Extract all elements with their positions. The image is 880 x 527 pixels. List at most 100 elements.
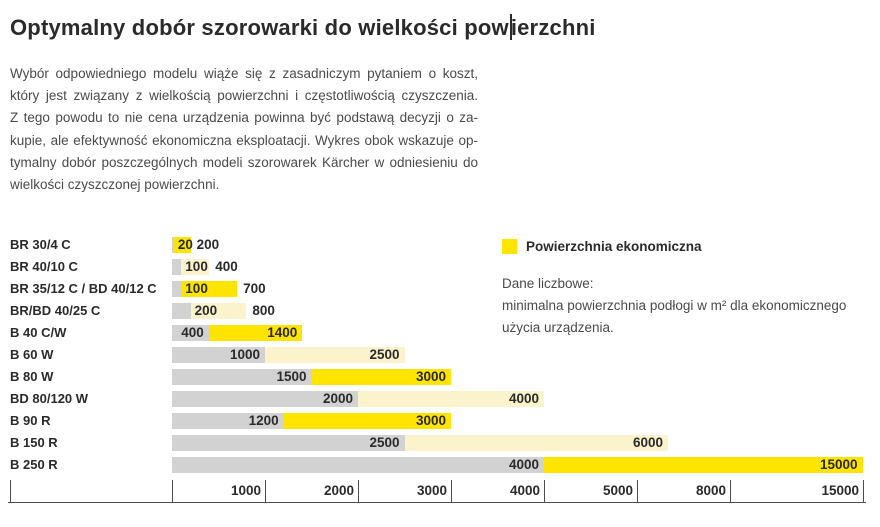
bar-segment-minimum: [172, 303, 191, 319]
bar-segment-economic: [173, 237, 191, 253]
axis-tick-label: 2000: [323, 483, 354, 498]
bar-max-value-label: 4000: [509, 391, 540, 406]
chart-row: BR 35/12 C / BD 40/12 C 100 700: [0, 281, 880, 297]
bar-segment-minimum: [172, 259, 182, 275]
chart-row: B 60 W 1000 2500: [0, 347, 880, 363]
bar-segment-minimum: [172, 391, 358, 407]
axis-tick: [637, 480, 638, 502]
bar-segment-economic: [209, 325, 303, 341]
bar-max-value-label: 3000: [416, 369, 447, 384]
bar-segment-minimum: [172, 281, 182, 297]
axis-tick-label: 5000: [602, 483, 633, 498]
bar-segment-economic: [181, 281, 238, 297]
bar-segment-minimum: [172, 325, 210, 341]
bar-max-value-label: 1400: [267, 325, 298, 340]
intro-paragraph: Wybór odpowiedniego modelu wiąże się z z…: [10, 63, 478, 196]
axis-tick-label: 1000: [230, 483, 261, 498]
bar-min-value-label: 4000: [509, 457, 540, 472]
bar-segment-minimum: [172, 237, 174, 253]
axis-tick: [265, 480, 266, 502]
bar-max-value-label: 400: [215, 259, 238, 274]
axis-tick: [358, 480, 359, 502]
legend-color-swatch: [502, 239, 517, 254]
axis-tick: [451, 480, 452, 502]
model-label: B 60 W: [10, 347, 54, 362]
model-label: BR 35/12 C / BD 40/12 C: [10, 281, 157, 296]
model-label: B 150 R: [10, 435, 58, 450]
chart-row: B 250 R 4000 15000: [0, 457, 880, 473]
note-line: użycia urządzenia.: [502, 320, 614, 335]
axis-tick: [730, 480, 731, 502]
bar-max-value-label: 15000: [820, 457, 858, 472]
bar-segment-minimum: [172, 369, 312, 385]
intro-line: który jest związany z wielkością powierz…: [10, 88, 478, 104]
axis-tick-label: 3000: [416, 483, 447, 498]
bar-chart-plot-area: BR 30/4 C 20 200 BR 40/10 C 100 400 BR 35/12 C…: [0, 237, 880, 477]
axis-tick-label: 8000: [695, 483, 726, 498]
bar-segment-minimum: [172, 347, 265, 363]
bar-max-value-label: 800: [252, 303, 275, 318]
bar-max-value-label: 2500: [369, 347, 400, 362]
bar-min-value-label: 100: [185, 281, 208, 296]
bar-min-value-label: 1000: [230, 347, 261, 362]
intro-line: kupie, ale efektywność ekonomiczna ekspl…: [10, 132, 478, 148]
note-line: Dane liczbowe:: [502, 276, 594, 291]
model-label: BD 80/120 W: [10, 391, 89, 406]
chart-row: BR 40/10 C 100 400: [0, 259, 880, 275]
axis-tick-label: 4000: [509, 483, 540, 498]
bar-segment-economic: [358, 391, 544, 407]
note-line: minimalna powierzchnia podłogi w m² dla …: [502, 298, 847, 313]
model-label: B 90 R: [10, 413, 51, 428]
bar-segment-economic: [404, 435, 668, 451]
model-label: B 40 C/W: [10, 325, 67, 340]
axis-tick: [544, 480, 545, 502]
bar-max-value-label: 700: [243, 281, 266, 296]
legend-label: Powierzchnia ekonomiczna: [526, 239, 702, 254]
chart-legend: Powierzchnia ekonomiczna: [502, 239, 702, 254]
axis-tick: [172, 480, 173, 502]
page-title-text-after-cursor: ierzchni: [510, 15, 596, 40]
bar-segment-economic: [181, 259, 210, 275]
bar-min-value-label: 20: [177, 237, 193, 252]
page-title: Optymalny dobór szorowarki do wielkości …: [10, 13, 596, 43]
bar-min-value-label: 400: [181, 325, 204, 340]
x-axis: 1000 2000 3000 4000 5000 8000 15000: [0, 480, 880, 505]
bar-min-value-label: 2500: [369, 435, 400, 450]
bar-max-value-label: 200: [196, 237, 220, 252]
chart-note: Dane liczbowe: minimalna powierzchnia po…: [502, 273, 846, 339]
bar-segment-minimum: [172, 435, 405, 451]
model-label: BR 30/4 C: [10, 237, 71, 252]
intro-line: wielkości czyszczonej powierzchni.: [10, 176, 220, 192]
model-label: BR 40/10 C: [10, 259, 78, 274]
axis-tick: [863, 480, 864, 502]
intro-line: Wybór odpowiedniego modelu wiąże się z z…: [10, 66, 478, 81]
intro-line: Z tego powodu to nie cena urządzenia pow…: [10, 110, 478, 126]
bar-min-value-label: 100: [185, 259, 208, 274]
chart-row: B 80 W 1500 3000: [0, 369, 880, 385]
bar-segment-economic: [190, 303, 247, 319]
text-cursor: [509, 14, 512, 40]
chart-row: BR 30/4 C 20 200: [0, 237, 880, 253]
model-label: B 80 W: [10, 369, 54, 384]
chart-row: BD 80/120 W 2000 4000: [0, 391, 880, 407]
bar-min-value-label: 2000: [323, 391, 354, 406]
chart-row: B 40 C/W 400 1400: [0, 325, 880, 341]
bar-max-value-label: 6000: [633, 435, 664, 450]
chart-row: B 150 R 2500 6000: [0, 435, 880, 451]
axis-tick-label: 15000: [821, 483, 859, 498]
chart-row: BR/BD 40/25 C 200 800: [0, 303, 880, 319]
model-label: BR/BD 40/25 C: [10, 303, 101, 318]
bar-segment-minimum: [172, 413, 284, 429]
axis-tick: [10, 480, 11, 502]
bar-min-value-label: 1500: [276, 369, 307, 384]
bar-segment-minimum: [172, 457, 544, 473]
bar-segment-economic: [311, 369, 451, 385]
bar-min-value-label: 200: [194, 303, 218, 318]
bar-segment-economic: [265, 347, 405, 363]
chart-row: B 90 R 1200 3000: [0, 413, 880, 429]
axis-baseline: [8, 502, 866, 503]
bar-segment-economic: [544, 457, 863, 473]
bar-segment-economic: [283, 413, 451, 429]
intro-line: tymalny dobór poszczególnych modeli szor…: [10, 154, 478, 170]
